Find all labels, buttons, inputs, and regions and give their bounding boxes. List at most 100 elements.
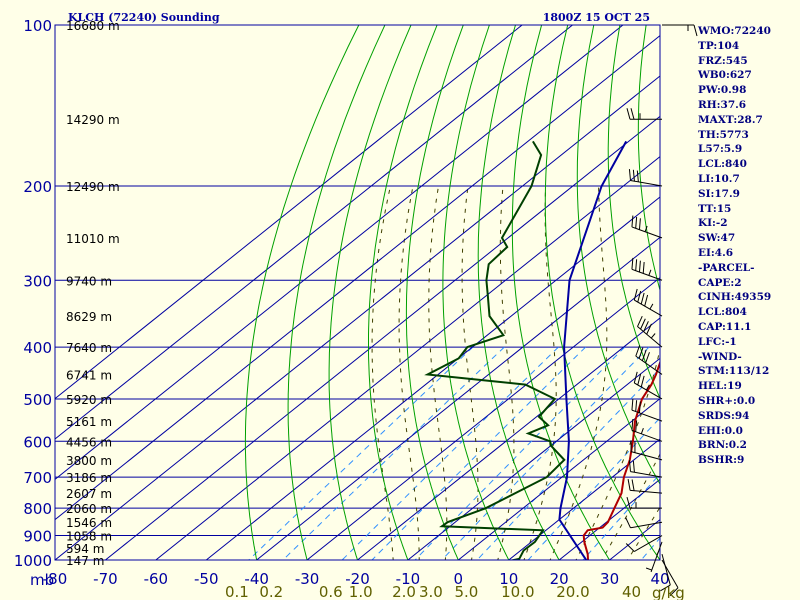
height-label: 2607 m [66,487,112,501]
moist-adiabat [549,186,608,560]
wind-barb [633,371,663,400]
isotherm-line [357,317,660,560]
moist-adiabat [371,185,394,560]
isotherm-line [458,398,660,560]
index-item: HEL:19 [698,380,742,393]
wind-barb [626,108,662,120]
wind-barb [637,315,663,348]
index-item: FRZ:545 [698,54,748,67]
mixing-ratio-line [640,537,660,560]
mixing-ratio-label: 2.0 [392,583,416,600]
pressure-tick-label: 300 [23,272,52,290]
isotherm-line [55,25,573,440]
index-item: WB0:627 [698,69,752,82]
dry-adiabat [544,25,660,560]
isotherm-line [306,277,660,560]
height-label: 1546 m [66,516,112,530]
index-item: -PARCEL- [698,261,755,274]
pressure-tick-label: 800 [23,500,52,518]
height-label: 2060 m [66,502,112,516]
pressure-tick-label: 400 [23,339,52,357]
height-label: 9740 m [66,274,112,288]
height-label: 8629 m [66,310,112,324]
moist-adiabat [428,186,448,560]
wind-barbs [625,24,698,597]
dry-adiabat [368,25,438,560]
moist-adiabat [461,186,479,560]
mixing-ratio-label: 0.1 [225,583,249,600]
pressure-tick-label: 100 [23,17,52,35]
mixing-ratio-line [247,346,474,560]
wind-barb [631,257,663,281]
pressure-tick-label: 900 [23,528,52,546]
temperature-tick-labels: -80 -70 -60 -50 -40 -30 -20 -10 0 10 20 30 40 [43,570,670,588]
mixing-ratio-line [414,346,626,560]
height-label: 14290 m [66,113,120,127]
isotherms [55,25,660,560]
wind-barb [628,169,663,187]
index-item: EHI:0.0 [698,424,743,437]
index-item: MAXT:28.7 [698,113,763,126]
moist-adiabat [398,186,420,560]
pressure-tick-label: 200 [23,178,52,196]
index-item: SI:17.9 [698,187,740,200]
mixing-ratio-lines [247,346,660,560]
wind-barb [625,517,663,529]
height-label: 3800 m [66,454,112,468]
dry-adiabat [777,25,800,571]
index-item: TP:104 [698,39,740,52]
temperature-tick-label: 0 [454,570,464,588]
mixing-ratio-unit-label: g/kg [652,584,685,600]
temperature-tick-label: -30 [295,570,320,588]
index-item: L57:5.9 [698,143,743,156]
mixing-ratio-label: 0.2 [259,583,283,600]
height-label: 16680 m [66,19,120,33]
index-item: SW:47 [698,232,736,245]
parcel-line [558,140,628,560]
temperature-line [582,359,660,560]
temperature-trace [582,359,660,560]
pressure-tick-label: 1000 [14,552,52,570]
wind-barb [633,288,663,317]
pressure-tick-labels: 100 200 300 400 500 600 700 800 900 1000 [14,17,52,570]
moist-adiabats [371,185,660,560]
dry-adiabat [607,25,660,400]
index-item: LCL:840 [698,158,747,171]
mixing-ratio-label: 5.0 [454,583,478,600]
height-label: 3186 m [66,471,112,485]
temperature-tick-label: -60 [144,570,169,588]
isotherm-line [55,75,660,560]
height-label: 12490 m [66,180,120,194]
mixing-ratio-label: 40 [622,583,641,600]
plot-frame [54,24,661,561]
height-label: 6741 m [66,368,112,382]
dry-adiabat [511,25,611,560]
dry-adiabat [442,25,510,560]
index-item: LCL:804 [698,306,747,319]
temperature-tick-label: -80 [43,570,68,588]
index-item: KI:-2 [698,217,728,230]
height-label: 147 m [66,554,104,568]
mixing-ratio-line [282,346,505,560]
wind-barb [635,345,663,375]
mixing-ratio-line [341,346,559,560]
height-label: 4456 m [66,435,112,449]
mixing-ratio-line [527,417,660,560]
index-item: LI:10.7 [698,173,740,185]
temperature-tick-label: 40 [650,570,669,588]
wind-barb [662,24,698,37]
mixing-ratio-labels: 0.1 0.2 0.6 1.0 2.0 3.0 5.0 10.0 20.0 40 [225,583,641,600]
index-item: TT:15 [698,202,732,215]
index-item: BSHR:9 [698,454,745,467]
mixing-ratio-line [441,346,650,560]
index-item: CAP:11.1 [698,321,752,333]
pressure-tick-label: 700 [23,469,52,487]
index-item: SHR+:0.0 [698,395,756,407]
temperature-tick-label: -40 [244,570,269,588]
dry-adiabat [244,25,360,560]
temperature-tick-label: 10 [499,570,518,588]
index-item: TH:5773 [698,128,749,141]
dry-adiabat [405,25,464,560]
dewpoint-trace [424,140,566,560]
